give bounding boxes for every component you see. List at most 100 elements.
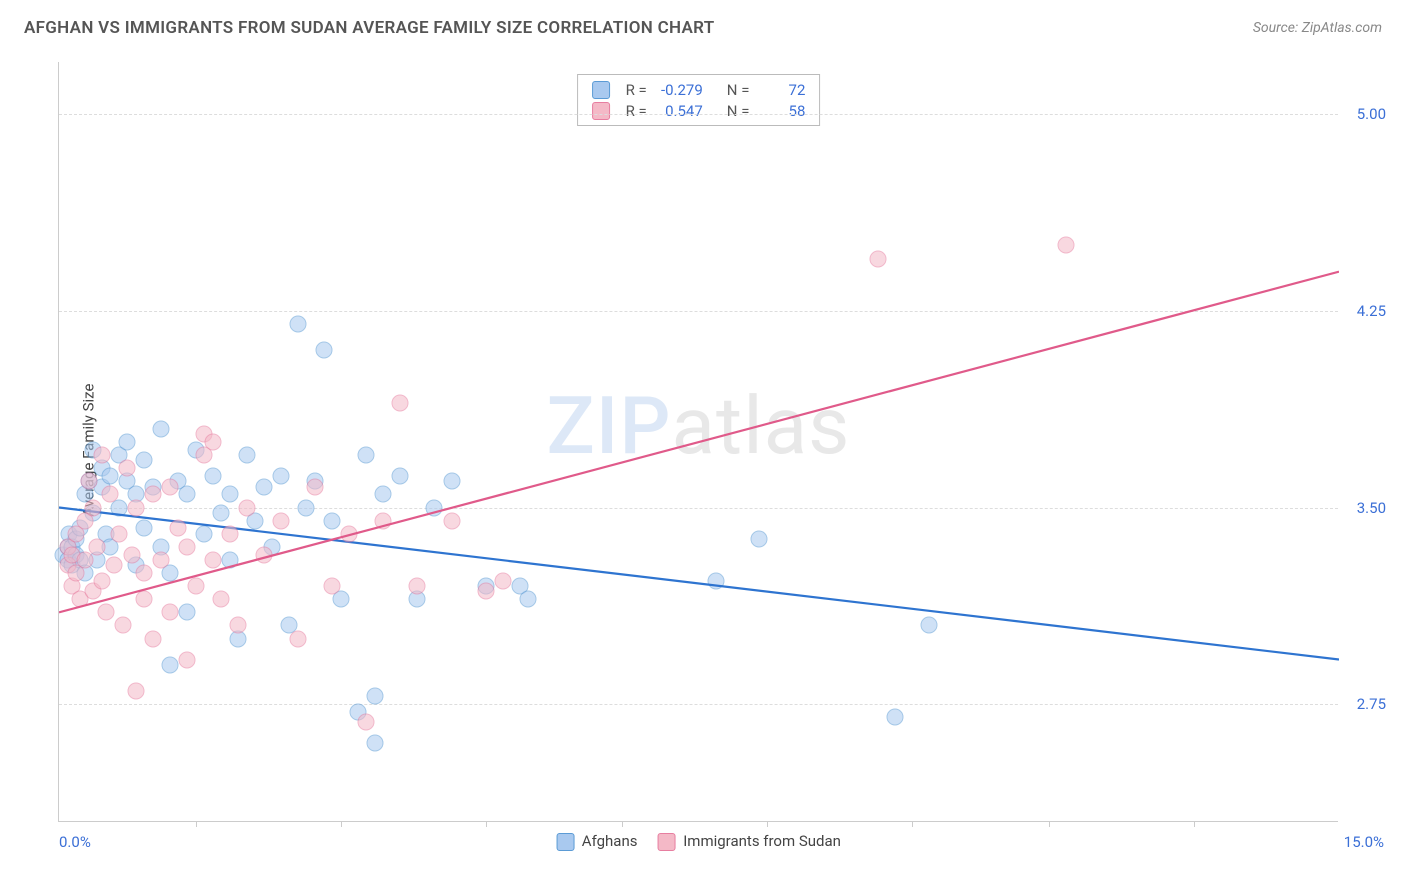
data-point: [870, 250, 887, 267]
gridline: [59, 311, 1338, 312]
data-point: [119, 434, 136, 451]
data-point: [221, 525, 238, 542]
data-point: [123, 546, 140, 563]
data-point: [358, 714, 375, 731]
data-point: [153, 420, 170, 437]
data-point: [110, 525, 127, 542]
source-attribution: Source: ZipAtlas.com: [1253, 20, 1382, 36]
gridline: [59, 114, 1338, 115]
data-point: [127, 499, 144, 516]
data-point: [204, 468, 221, 485]
data-point: [196, 447, 213, 464]
stat-r-value: 0.547: [659, 102, 703, 120]
legend-item: Afghans: [556, 832, 637, 850]
data-point: [324, 578, 341, 595]
data-point: [272, 512, 289, 529]
legend-swatch: [657, 833, 675, 851]
data-point: [272, 468, 289, 485]
data-point: [102, 486, 119, 503]
data-point: [289, 316, 306, 333]
stat-n-label: N =: [727, 81, 750, 99]
legend-swatch: [556, 833, 574, 851]
data-point: [153, 551, 170, 568]
data-point: [144, 630, 161, 647]
data-point: [494, 572, 511, 589]
data-point: [97, 604, 114, 621]
x-tick: [196, 821, 197, 827]
data-point: [477, 583, 494, 600]
data-point: [102, 468, 119, 485]
data-point: [238, 499, 255, 516]
data-point: [93, 572, 110, 589]
legend-swatch: [592, 81, 610, 99]
data-point: [921, 617, 938, 634]
data-point: [187, 578, 204, 595]
data-point: [170, 520, 187, 537]
y-tick-label: 3.50: [1357, 499, 1386, 517]
data-point: [127, 682, 144, 699]
data-point: [93, 447, 110, 464]
data-point: [708, 572, 725, 589]
x-tick: [486, 821, 487, 827]
source-label: Source:: [1253, 20, 1302, 36]
stats-row: R =0.547N =58: [586, 100, 812, 121]
data-point: [443, 512, 460, 529]
data-point: [324, 512, 341, 529]
plot-area: ZIPatlas R =-0.279N =72R =0.547N =58 Afg…: [58, 62, 1338, 822]
data-point: [161, 656, 178, 673]
data-point: [196, 525, 213, 542]
data-point: [161, 478, 178, 495]
data-point: [136, 565, 153, 582]
x-tick: [912, 821, 913, 827]
source-name: ZipAtlas.com: [1302, 20, 1382, 36]
data-point: [89, 538, 106, 555]
data-point: [144, 486, 161, 503]
data-point: [179, 651, 196, 668]
data-point: [119, 460, 136, 477]
data-point: [375, 486, 392, 503]
data-point: [750, 530, 767, 547]
data-point: [366, 735, 383, 752]
data-point: [179, 538, 196, 555]
y-tick-label: 4.25: [1357, 302, 1386, 320]
data-point: [221, 486, 238, 503]
x-tick: [341, 821, 342, 827]
legend-swatch: [592, 102, 610, 120]
watermark: ZIPatlas: [547, 379, 851, 473]
x-tick: [767, 821, 768, 827]
data-point: [204, 551, 221, 568]
x-tick: [622, 821, 623, 827]
stats-legend: R =-0.279N =72R =0.547N =58: [577, 74, 821, 126]
x-axis-min-label: 0.0%: [59, 833, 91, 851]
data-point: [255, 478, 272, 495]
data-point: [1057, 237, 1074, 254]
x-tick: [1049, 821, 1050, 827]
data-point: [179, 486, 196, 503]
watermark-prefix: ZIP: [547, 379, 672, 473]
data-point: [136, 520, 153, 537]
data-point: [179, 604, 196, 621]
x-tick: [1194, 821, 1195, 827]
data-point: [115, 617, 132, 634]
legend-label: Afghans: [582, 832, 638, 850]
data-point: [298, 499, 315, 516]
legend-item: Immigrants from Sudan: [657, 832, 840, 850]
data-point: [341, 525, 358, 542]
data-point: [520, 591, 537, 608]
data-point: [136, 452, 153, 469]
data-point: [375, 512, 392, 529]
data-point: [409, 578, 426, 595]
data-point: [307, 478, 324, 495]
data-point: [392, 468, 409, 485]
data-point: [358, 447, 375, 464]
data-point: [443, 473, 460, 490]
data-point: [213, 504, 230, 521]
stat-n-label: N =: [727, 102, 750, 120]
data-point: [230, 617, 247, 634]
data-point: [255, 546, 272, 563]
legend-label: Immigrants from Sudan: [683, 832, 841, 850]
data-point: [161, 604, 178, 621]
series-legend: Afghans Immigrants from Sudan: [546, 832, 851, 851]
y-tick-label: 2.75: [1357, 695, 1386, 713]
data-point: [289, 630, 306, 647]
